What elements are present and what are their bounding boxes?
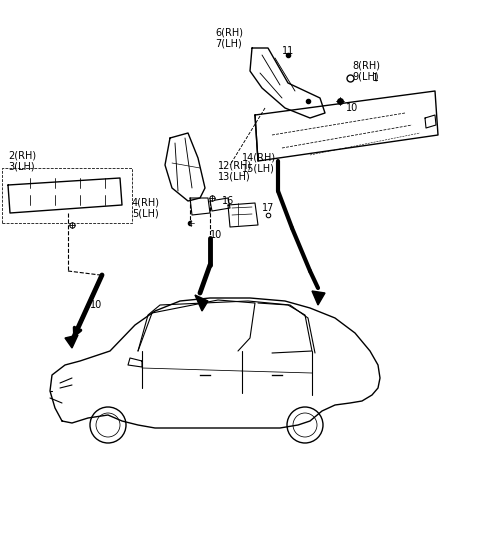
Text: 10: 10 <box>210 230 222 240</box>
Text: 17: 17 <box>262 203 275 213</box>
Polygon shape <box>312 291 325 305</box>
Text: 1: 1 <box>372 73 379 83</box>
Text: 2(RH)
3(LH): 2(RH) 3(LH) <box>8 150 36 172</box>
Text: 6(RH)
7(LH): 6(RH) 7(LH) <box>215 27 243 49</box>
Text: 8(RH)
9(LH): 8(RH) 9(LH) <box>352 60 380 82</box>
Text: 10: 10 <box>346 103 358 113</box>
Text: 10: 10 <box>90 300 102 310</box>
Text: 12(RH)
13(LH): 12(RH) 13(LH) <box>218 160 252 182</box>
Text: 4(RH)
5(LH): 4(RH) 5(LH) <box>132 197 160 219</box>
Text: 11: 11 <box>282 46 294 56</box>
Text: 16: 16 <box>222 196 234 206</box>
Polygon shape <box>65 335 78 348</box>
Text: 14(RH)
15(LH): 14(RH) 15(LH) <box>242 152 276 174</box>
Polygon shape <box>195 295 208 311</box>
